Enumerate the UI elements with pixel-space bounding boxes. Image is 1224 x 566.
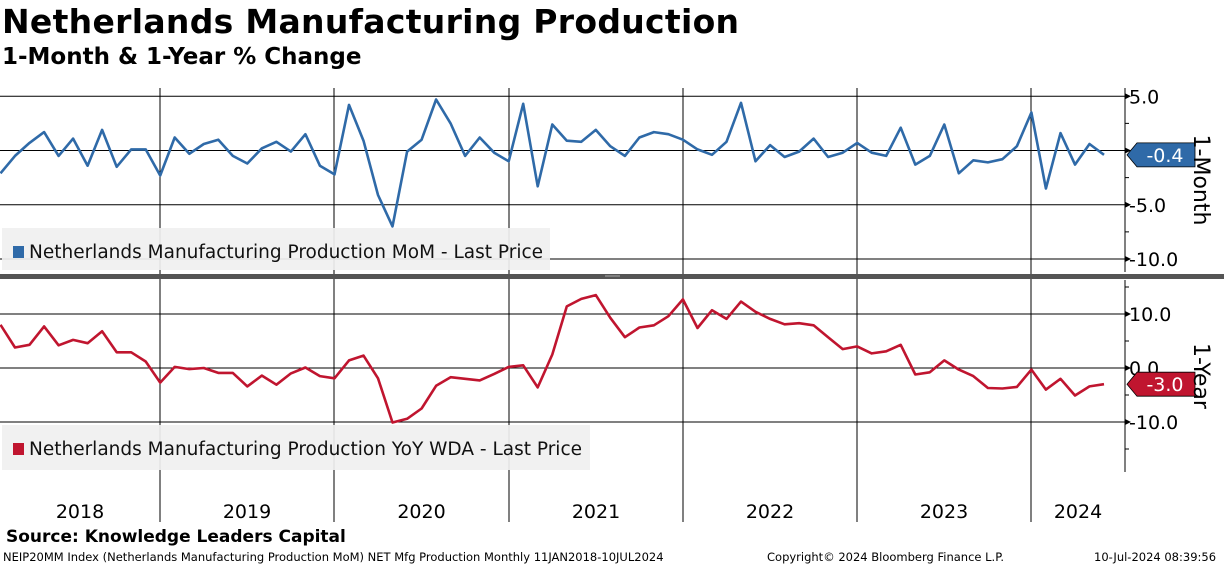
footer-copyright: Copyright© 2024 Bloomberg Finance L.P. (767, 550, 1004, 564)
y-tick-arrow (1125, 147, 1131, 154)
x-tick-label-2019: 2019 (223, 501, 271, 523)
source-note: Source: Knowledge Leaders Capital (6, 527, 346, 547)
chart-title: Netherlands Manufacturing Production (2, 2, 740, 41)
series-line-mom (0, 98, 1105, 228)
y-tick-label: -10.0 (1129, 412, 1178, 434)
y-tick-arrow (1125, 93, 1131, 100)
panel-axis-label: 1-Year (1188, 343, 1213, 410)
panel-axis-label: 1-Month (1188, 135, 1213, 226)
y-tick-arrow (1125, 311, 1131, 317)
x-tick-label-2022: 2022 (746, 501, 794, 523)
legend-box (2, 425, 590, 470)
last-value-badge (1126, 371, 1196, 397)
y-tick-arrow (1125, 256, 1131, 262)
last-value-label: -0.4 (1146, 145, 1183, 167)
last-value-label: -3.0 (1146, 374, 1183, 396)
y-tick-label: 5.0 (1129, 86, 1159, 108)
x-tick-label-2018: 2018 (56, 501, 104, 523)
y-tick-label: 10.0 (1129, 304, 1171, 326)
x-tick-label-2024: 2024 (1054, 501, 1102, 523)
footer-timestamp: 10-Jul-2024 08:39:56 (1094, 550, 1217, 564)
x-tick-label-2020: 2020 (397, 501, 445, 523)
x-tick-label-2021: 2021 (572, 501, 620, 523)
legend-label: Netherlands Manufacturing Production MoM… (29, 242, 543, 263)
last-value-badge (1126, 142, 1196, 168)
y-tick-label: -10.0 (1129, 249, 1178, 271)
legend-label: Netherlands Manufacturing Production YoY… (29, 439, 582, 460)
y-tick-arrow (1125, 201, 1131, 208)
y-tick-arrow (1125, 365, 1131, 371)
y-tick-arrow (1125, 419, 1131, 425)
chart-subtitle: 1-Month & 1-Year % Change (2, 44, 362, 70)
legend-swatch (13, 443, 24, 455)
footer-description: NEIP20MM Index (Netherlands Manufacturin… (3, 550, 664, 564)
y-tick-label: -5.0 (1129, 195, 1166, 217)
x-tick-label-2023: 2023 (920, 501, 968, 523)
legend-box (2, 228, 550, 270)
legend-swatch (13, 246, 24, 258)
